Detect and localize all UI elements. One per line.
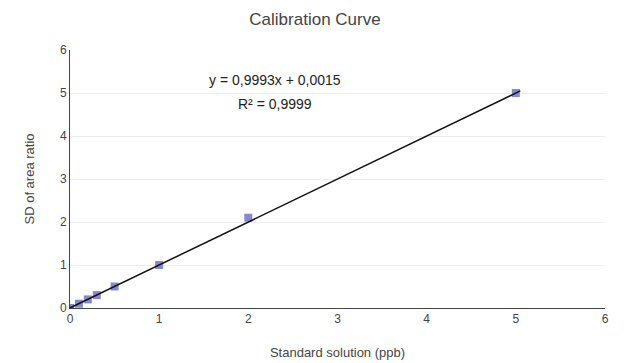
svg-text:5: 5 [512, 312, 519, 326]
svg-text:4: 4 [60, 129, 67, 143]
svg-text:2: 2 [60, 215, 67, 229]
svg-text:3: 3 [60, 172, 67, 186]
svg-text:R² = 0,9999: R² = 0,9999 [238, 96, 312, 112]
svg-text:y = 0,9993x + 0,0015: y = 0,9993x + 0,0015 [209, 72, 341, 88]
svg-text:6: 6 [60, 43, 67, 57]
svg-text:3: 3 [334, 312, 341, 326]
svg-text:6: 6 [602, 312, 609, 326]
svg-text:5: 5 [60, 86, 67, 100]
svg-text:2: 2 [245, 312, 252, 326]
svg-text:4: 4 [423, 312, 430, 326]
svg-text:Calibration Curve: Calibration Curve [249, 10, 380, 29]
svg-text:0: 0 [67, 312, 74, 326]
svg-text:1: 1 [60, 258, 67, 272]
svg-text:0: 0 [60, 301, 67, 315]
svg-text:SD of area ratio: SD of area ratio [22, 133, 37, 224]
svg-text:Standard solution (ppb): Standard solution (ppb) [270, 345, 405, 360]
svg-text:1: 1 [156, 312, 163, 326]
